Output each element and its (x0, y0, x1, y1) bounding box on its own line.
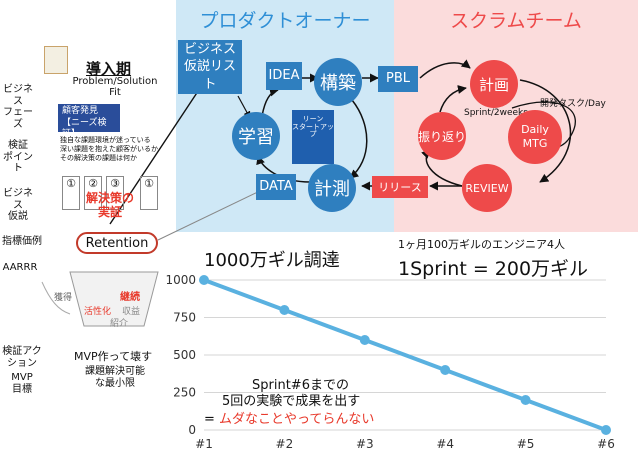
measure-circle: 計測 (308, 164, 356, 212)
metric-example-label: 指標価例 (2, 236, 42, 247)
annotation-line2: 5回の実験で成果を出す (222, 394, 361, 409)
data-point (440, 365, 451, 375)
customer-discovery: 顧客発見 【ニーズ検証】 (58, 104, 120, 139)
hypothesis-card-2: ② (84, 176, 102, 210)
aarrr-funnel: 獲得 活性化 継続 収益 紹介 (40, 270, 166, 332)
funnel-activation: 活性化 (84, 307, 112, 317)
verification-point-label: 検証 ポイント (3, 140, 33, 174)
aarrr-label: AARRR (2, 262, 38, 273)
funnel-revenue: 収益 (122, 307, 141, 317)
data-point (359, 335, 370, 345)
funnel-acquisition: 獲得 (54, 293, 73, 303)
business-phase-label: ビジネス フェーズ (3, 84, 33, 130)
annotation-prefix: = (204, 412, 220, 427)
data-point (279, 305, 290, 315)
engineers-text: 1ヶ月100万ギルのエンジニア4人 (398, 238, 565, 251)
x-tick-label: #1 (195, 437, 213, 450)
funnel-referral: 紹介 (110, 319, 129, 329)
hypothesis-card-3: ③ (106, 176, 124, 210)
plan-circle: 計画 (470, 60, 518, 108)
review-circle: REVIEW (462, 164, 512, 212)
build-circle: 構築 (314, 58, 362, 106)
problem-solution-fit: Problem/Solution Fit (72, 76, 158, 98)
data-point (601, 425, 611, 435)
y-tick-label: 250 (173, 386, 196, 400)
scrum-team-title: スクラムチーム (450, 10, 582, 32)
x-tick-label: #5 (517, 437, 535, 450)
hypothesis-card-1: ① (62, 176, 80, 210)
funnel-retention: 継続 (120, 292, 140, 303)
annotation-line3: = ムダなことやってらんない (204, 408, 374, 427)
y-tick-label: 0 (188, 423, 196, 437)
x-tick-label: #4 (436, 437, 454, 450)
mvp-build-text: MVP作って壊す (74, 350, 153, 363)
lean-book-thumbnail (44, 46, 68, 74)
pbl-box: PBL (378, 66, 418, 92)
verification-action-label: 検証アク ション (2, 346, 42, 369)
product-owner-title: プロダクトオーナー (199, 10, 371, 32)
retro-circle: 振り返り (418, 112, 466, 160)
x-tick-label: #2 (276, 437, 294, 450)
sprint-label: Sprint/2weeks (464, 108, 528, 118)
hypothesis-card-side: ① (140, 176, 158, 210)
business-hypothesis-list-box: ビジネス 仮説リスト (178, 40, 242, 94)
daily-mtg-circle: Daily MTG (508, 110, 562, 164)
solution-verification: 解決策の 実証 (85, 191, 134, 219)
idea-box: IDEA (266, 62, 302, 90)
intro-phase: 導入期 (86, 60, 132, 78)
mvp-goal-label: MVP 目標 (11, 372, 33, 395)
data-point (520, 395, 531, 405)
dev-task-label: 開発タスク/Day (540, 99, 606, 109)
annotation-line1: Sprint#6までの (252, 378, 349, 393)
sprint-cost-text: 1Sprint = 200万ギル (398, 258, 589, 280)
lean-startup-book: リーン スタートアップ (292, 110, 334, 164)
funding-text: 1000万ギル調達 (204, 250, 340, 271)
data-point (199, 275, 209, 285)
retention-pill: Retention (76, 232, 158, 254)
annotation-emphasis: ムダなことやってらんない (219, 412, 375, 427)
x-tick-label: #3 (356, 437, 374, 450)
y-tick-label: 750 (173, 311, 196, 325)
business-hypothesis-label: ビジネス 仮説 (3, 188, 33, 222)
learn-circle: 学習 (232, 112, 280, 160)
y-tick-label: 1000 (165, 273, 196, 287)
customer-notes: 独自な課題環境が迷っている 深い課題を抱えた顧客がいるか その解決策の課題は何か (60, 136, 158, 162)
series-line (203, 278, 607, 432)
minimal-problem-text: 課題解決可能 な最小限 (85, 366, 145, 389)
budget-line-chart: 0 250 500 750 1000 #1 #2 #3 #4 #5 #6 (165, 273, 615, 450)
x-tick-label: #6 (597, 437, 615, 450)
data-box: DATA (256, 174, 296, 200)
release-box: リリース (372, 176, 428, 198)
y-tick-label: 500 (173, 348, 196, 362)
